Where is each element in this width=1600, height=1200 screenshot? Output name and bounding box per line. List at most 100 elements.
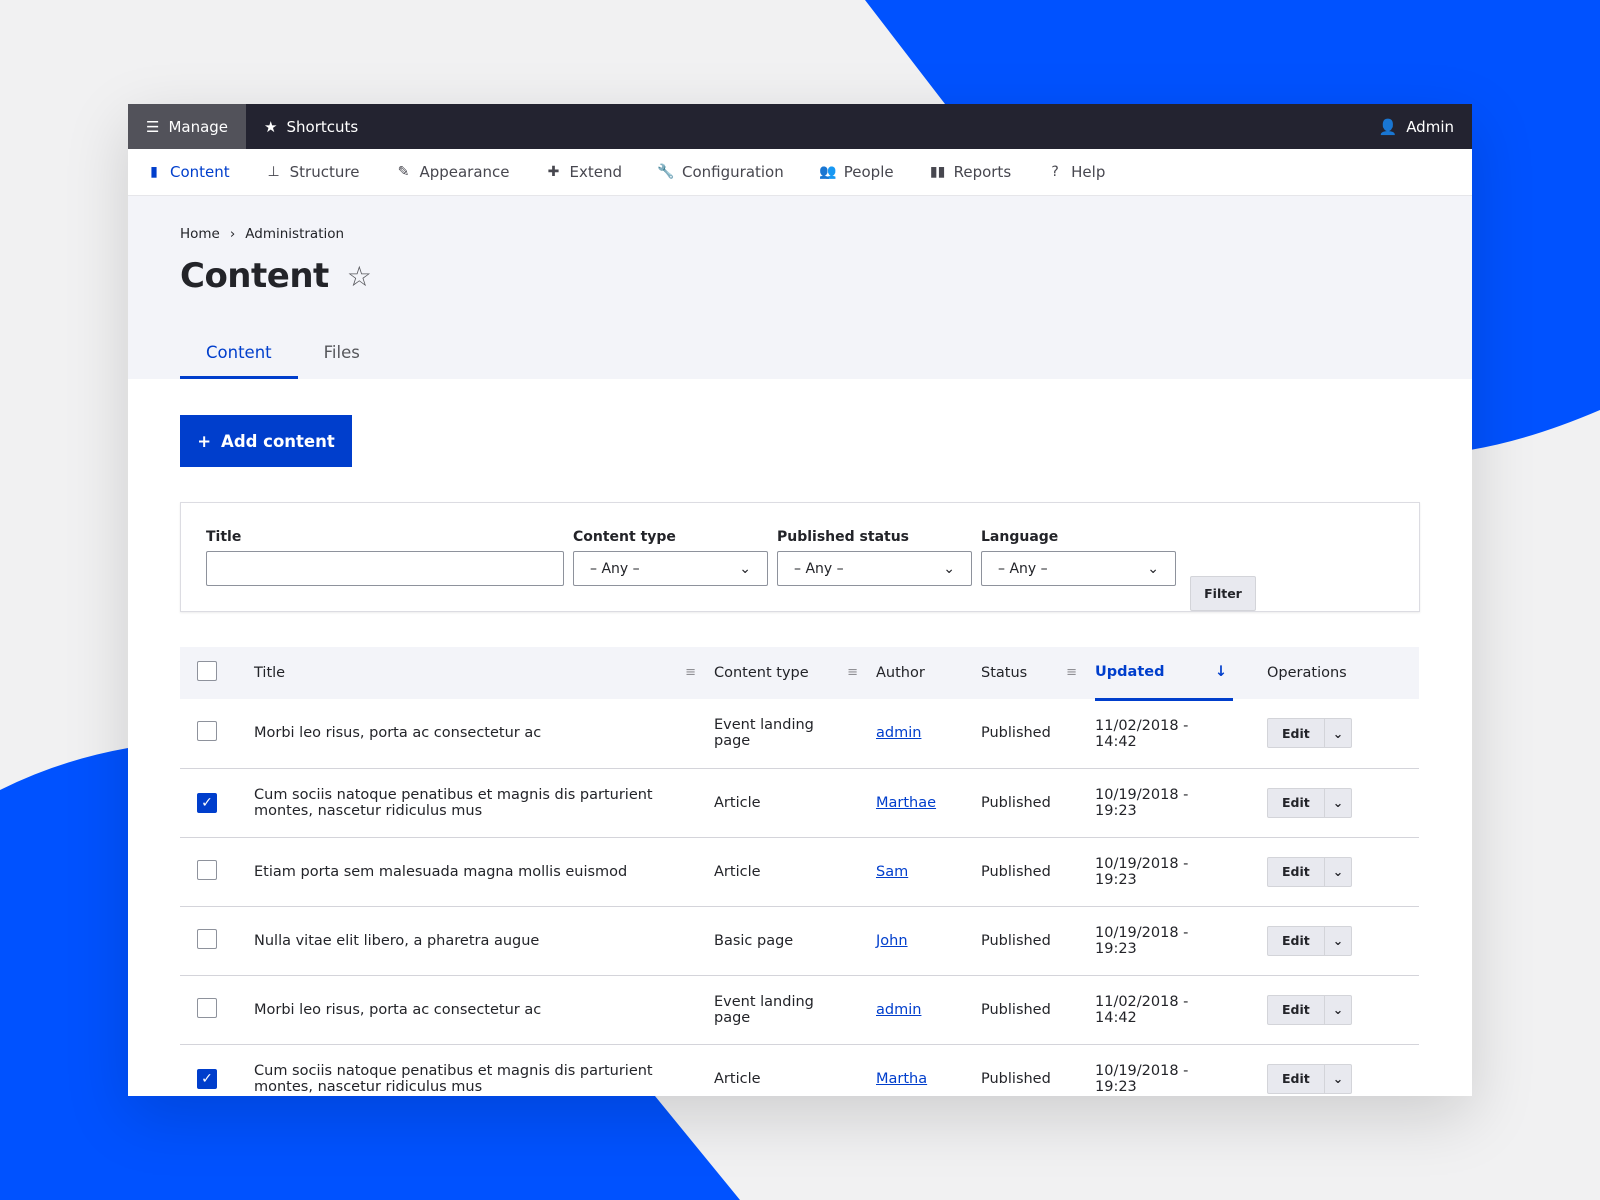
- row-author-link[interactable]: admin: [876, 1001, 922, 1018]
- shortcuts-button[interactable]: ★ Shortcuts: [246, 104, 376, 149]
- nav-item-help[interactable]: ? Help: [1047, 163, 1105, 181]
- header-label: Status: [981, 665, 1028, 681]
- row-status: Published: [981, 1044, 1095, 1096]
- select-all-checkbox[interactable]: [197, 661, 217, 681]
- nav-label: People: [843, 163, 894, 181]
- chevron-down-icon[interactable]: ⌄: [1323, 857, 1351, 886]
- edit-button[interactable]: Edit: [1282, 864, 1310, 879]
- header-content-type[interactable]: Content type ≡: [714, 647, 876, 699]
- nav-item-configuration[interactable]: 🔧 Configuration: [657, 163, 784, 181]
- row-updated: 10/19/2018 - 19:23: [1095, 1044, 1233, 1096]
- puzzle-icon: ✚: [547, 164, 560, 180]
- row-author-link[interactable]: Marthae: [876, 794, 937, 811]
- star-outline-icon[interactable]: ☆: [346, 259, 372, 293]
- filter-button[interactable]: Filter: [1190, 576, 1256, 611]
- edit-button[interactable]: Edit: [1282, 725, 1310, 741]
- row-title[interactable]: Morbi leo risus, porta ac consectetur ac: [254, 975, 714, 1045]
- sort-icon: ≡: [685, 665, 696, 680]
- edit-button[interactable]: Edit: [1282, 1071, 1310, 1086]
- nav-label: Configuration: [682, 163, 784, 181]
- nav-item-reports[interactable]: ▮▮ Reports: [930, 163, 1012, 181]
- chevron-down-icon[interactable]: ⌄: [1323, 1064, 1351, 1093]
- tab-files[interactable]: Files: [323, 343, 360, 362]
- row-status: Published: [981, 906, 1095, 976]
- manage-button[interactable]: ☰ Manage: [128, 104, 247, 149]
- row-author-link[interactable]: Martha: [876, 1070, 928, 1087]
- row-status: Published: [981, 768, 1095, 838]
- chevron-down-icon[interactable]: ⌄: [1323, 719, 1351, 748]
- row-author-link[interactable]: John: [876, 932, 908, 949]
- language-select[interactable]: – Any – ⌄: [981, 551, 1176, 586]
- nav-item-extend[interactable]: ✚ Extend: [546, 163, 622, 181]
- row-checkbox[interactable]: [197, 721, 217, 742]
- chevron-down-icon[interactable]: ⌄: [1323, 995, 1351, 1024]
- row-title[interactable]: Nulla vitae elit libero, a pharetra augu…: [254, 906, 714, 976]
- chevron-down-icon: ⌄: [739, 560, 751, 577]
- user-menu[interactable]: 👤 Admin: [1361, 104, 1473, 149]
- content-type-value: – Any –: [590, 560, 640, 577]
- nav-item-appearance[interactable]: ✎ Appearance: [395, 163, 510, 181]
- row-status: Published: [981, 699, 1095, 769]
- row-checkbox[interactable]: [197, 997, 217, 1018]
- operations-dropbutton: Edit ⌄: [1267, 718, 1353, 749]
- header-updated[interactable]: Updated ↓: [1095, 647, 1233, 701]
- table-row: ✓ Cum sociis natoque penatibus et magnis…: [180, 1044, 1419, 1096]
- nav-item-content[interactable]: ▮ Content: [146, 163, 230, 181]
- content-table: Title ≡ Content type ≡ Author Status ≡ Upda…: [180, 647, 1419, 1096]
- row-status: Published: [981, 975, 1095, 1045]
- row-title[interactable]: Cum sociis natoque penatibus et magnis d…: [254, 768, 714, 838]
- row-title[interactable]: Cum sociis natoque penatibus et magnis d…: [254, 1044, 714, 1096]
- people-icon: 👥: [819, 164, 837, 180]
- app-window: ☰ Manage ★ Shortcuts 👤 Admin ▮ Content ⊥ Struc…: [128, 104, 1472, 1096]
- row-title[interactable]: Morbi leo risus, porta ac consectetur ac: [254, 699, 714, 769]
- row-author-link[interactable]: admin: [876, 725, 922, 742]
- row-content-type: Event landing page: [714, 699, 876, 769]
- sort-icon: ≡: [1066, 665, 1077, 680]
- breadcrumb-administration[interactable]: Administration: [245, 226, 345, 242]
- add-content-button[interactable]: + Add content: [180, 415, 352, 467]
- row-content-type: Article: [714, 768, 876, 838]
- header-author[interactable]: Author: [876, 647, 981, 699]
- status-select[interactable]: – Any – ⌄: [777, 551, 972, 586]
- nav-item-people[interactable]: 👥 People: [819, 163, 894, 181]
- row-content-type: Event landing page: [714, 975, 876, 1045]
- chevron-down-icon[interactable]: ⌄: [1323, 788, 1351, 817]
- nav-label: Structure: [289, 163, 360, 181]
- breadcrumb: Home › Administration: [180, 226, 1420, 242]
- operations-dropbutton: Edit ⌄: [1267, 856, 1353, 887]
- nav-label: Reports: [953, 163, 1012, 181]
- operations-dropbutton: Edit ⌄: [1267, 925, 1353, 956]
- header-title[interactable]: Title ≡: [254, 647, 714, 699]
- operations-dropbutton: Edit ⌄: [1267, 994, 1353, 1025]
- breadcrumb-home[interactable]: Home: [180, 226, 220, 242]
- row-updated: 10/19/2018 - 19:23: [1095, 768, 1233, 838]
- row-checkbox[interactable]: ✓: [197, 1068, 217, 1089]
- wrench-icon: 🔧: [657, 164, 675, 180]
- content-type-select[interactable]: – Any – ⌄: [573, 551, 768, 586]
- row-checkbox[interactable]: [197, 859, 217, 880]
- tab-content[interactable]: Content: [180, 343, 298, 379]
- language-label: Language: [981, 529, 1059, 545]
- edit-button[interactable]: Edit: [1282, 1002, 1310, 1017]
- table-row: Morbi leo risus, porta ac consectetur ac…: [180, 975, 1419, 1045]
- row-checkbox[interactable]: ✓: [197, 792, 217, 813]
- language-value: – Any –: [998, 560, 1048, 577]
- row-updated: 10/19/2018 - 19:23: [1095, 837, 1233, 907]
- chevron-down-icon[interactable]: ⌄: [1323, 926, 1351, 955]
- row-content-type: Basic page: [714, 906, 876, 976]
- row-title[interactable]: Etiam porta sem malesuada magna mollis e…: [254, 837, 714, 907]
- title-input[interactable]: [206, 551, 564, 586]
- row-author-link[interactable]: Sam: [876, 863, 909, 880]
- manage-label: Manage: [168, 117, 229, 136]
- header-status[interactable]: Status ≡: [981, 647, 1095, 699]
- row-checkbox[interactable]: [197, 928, 217, 949]
- edit-button[interactable]: Edit: [1282, 933, 1310, 948]
- menu-icon: ☰: [146, 117, 160, 136]
- table-row: Nulla vitae elit libero, a pharetra augu…: [180, 906, 1419, 976]
- user-label: Admin: [1406, 117, 1454, 136]
- user-icon: 👤: [1378, 117, 1398, 136]
- edit-button[interactable]: Edit: [1282, 795, 1310, 810]
- nav-item-structure[interactable]: ⊥ Structure: [266, 163, 360, 181]
- header-operations: Operations: [1233, 647, 1419, 699]
